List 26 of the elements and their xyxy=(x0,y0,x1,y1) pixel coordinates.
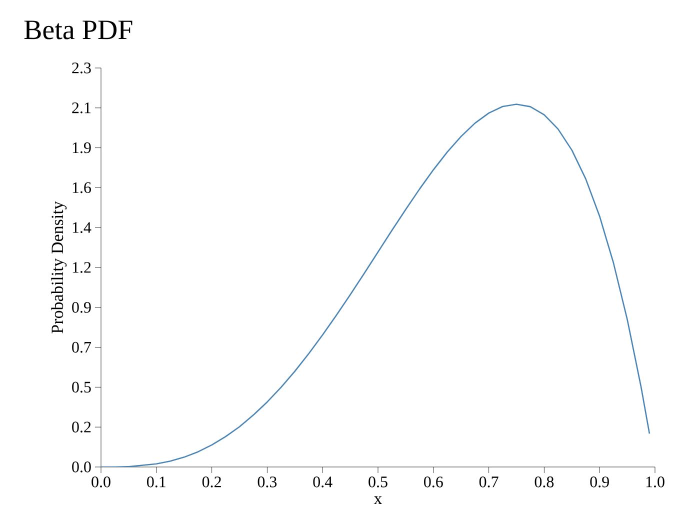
x-tick-label: 0.0 xyxy=(92,476,110,488)
x-axis-title: x xyxy=(374,496,382,504)
x-tick-label: 0.3 xyxy=(258,476,277,488)
x-tick-label: 0.7 xyxy=(479,476,498,488)
y-tick-label: 0.5 xyxy=(72,382,91,393)
y-tick-label: 0.7 xyxy=(72,342,92,353)
line-series xyxy=(101,104,650,467)
chart-title: Beta PDF xyxy=(24,20,132,40)
y-tick-label: 2.3 xyxy=(72,62,91,74)
x-tick-label: 0.5 xyxy=(368,476,388,488)
y-tick-label: 0.0 xyxy=(72,462,91,472)
y-tick-label: 1.6 xyxy=(72,182,91,194)
y-tick-label: 0.9 xyxy=(72,302,91,313)
x-tick-label: 0.6 xyxy=(424,476,443,488)
y-tick-label: 0.2 xyxy=(72,422,91,433)
y-tick-label: 1.4 xyxy=(72,222,92,233)
y-tick-label: 1.2 xyxy=(72,262,91,273)
y-axis-title: Probability Density xyxy=(51,201,67,334)
x-tick-label: 0.9 xyxy=(590,476,609,488)
y-tick-label: 2.1 xyxy=(72,102,91,114)
x-tick-label: 0.8 xyxy=(534,476,554,488)
x-tick-label: 1.0 xyxy=(646,476,664,488)
x-tick-label: 0.2 xyxy=(202,476,221,488)
x-tick-label: 0.1 xyxy=(147,476,166,488)
x-tick-label: 0.4 xyxy=(313,476,332,488)
y-tick-label: 1.9 xyxy=(72,142,91,154)
